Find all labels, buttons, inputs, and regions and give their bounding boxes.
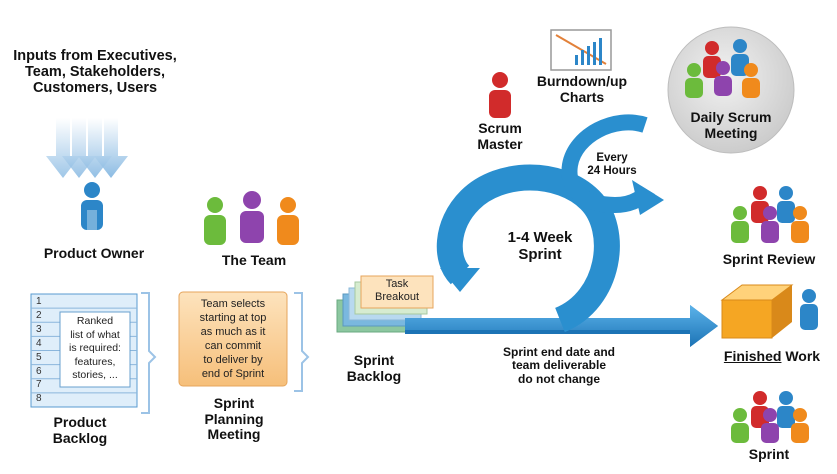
- sprint-loop-arrow: [405, 164, 718, 347]
- product-backlog-line: Backlog: [52, 429, 108, 446]
- product-backlog-label: Product Backlog: [40, 414, 120, 446]
- input-arrows: [46, 118, 128, 178]
- backlog-note-line: stories, ...: [72, 369, 118, 381]
- backlog-row-number: 6: [36, 365, 42, 377]
- product-owner-label: Product Owner: [43, 245, 145, 261]
- sprint-backlog-line: Sprint: [353, 352, 395, 368]
- backlog-row-number: 3: [36, 323, 42, 335]
- sprint-backlog-stack: [336, 275, 434, 333]
- sprint-end-line: team deliverable: [511, 358, 607, 373]
- scrum-master-person-icon: [489, 72, 511, 118]
- sprint-cycle-line: Sprint: [518, 245, 562, 263]
- inputs-line-2: Team, Stakeholders,: [25, 64, 165, 81]
- task-breakout-label: Task Breakout: [361, 278, 433, 304]
- daily-scrum-label: Daily Scrum Meeting: [676, 109, 786, 141]
- daily-scrum-line: Meeting: [704, 124, 758, 141]
- sprint-end-line: Sprint end date and: [502, 345, 615, 359]
- inputs-label: Inputs from Executives, Team, Stakeholde…: [0, 48, 190, 97]
- scrum-master-line: Master: [477, 135, 523, 152]
- inputs-line-1: Inputs from Executives,: [13, 48, 177, 64]
- backlog-row-number: 7: [36, 379, 42, 391]
- backlog-bracket: [141, 292, 157, 414]
- every-24-label: Every 24 Hours: [580, 152, 644, 178]
- work-word: Work: [781, 348, 821, 364]
- sprint-cycle-label: 1-4 Week Sprint: [490, 229, 590, 264]
- planning-note-line: as much as it: [200, 326, 266, 338]
- task-breakout-line: Breakout: [374, 291, 420, 303]
- finished-work-label: Finished Work: [712, 348, 832, 365]
- product-owner-person-icon: [81, 182, 103, 230]
- finished-work-person-icon: [800, 289, 818, 330]
- backlog-note-line: features,: [74, 355, 116, 368]
- burndown-label: Burndown/up Charts: [524, 73, 640, 105]
- burndown-line: Burndown/up: [536, 73, 628, 89]
- backlog-row-number: 1: [36, 296, 42, 307]
- backlog-row-number: 5: [36, 351, 42, 363]
- daily-scrum-line: Daily Scrum: [690, 109, 772, 125]
- every-24-line: Every: [596, 152, 628, 164]
- sprint-planning-line: Planning: [204, 410, 264, 427]
- inputs-line-3: Customers, Users: [32, 80, 158, 97]
- sprint-planning-note: [178, 291, 288, 387]
- planning-bracket: [294, 292, 310, 392]
- sprint-planning-label: Sprint Planning Meeting: [186, 395, 282, 443]
- daily-loop-arrow: [561, 114, 664, 215]
- burndown-chart-icon: [550, 29, 612, 71]
- planning-note-line: can commit: [204, 340, 262, 352]
- planning-note-line: starting at top: [199, 312, 267, 324]
- scrum-master-label: Scrum Master: [462, 120, 538, 152]
- backlog-note: Ranked list of what is required: feature…: [60, 315, 130, 383]
- burndown-line: Charts: [559, 88, 605, 105]
- backlog-row-number: 2: [36, 309, 42, 321]
- sprint-retro-people-icon: [731, 391, 809, 443]
- sprint-end-line: do not change: [518, 371, 600, 386]
- sprint-planning-line: Meeting: [207, 426, 261, 443]
- planning-note-line: end of Sprint: [201, 368, 265, 380]
- backlog-row-number: 4: [36, 337, 42, 349]
- sprint-backlog-label: Sprint Backlog: [342, 352, 406, 384]
- product-backlog-line: Product: [53, 414, 107, 430]
- sprint-end-note: Sprint end date and team deliverable do …: [484, 345, 634, 386]
- sprint-review-people-icon: [731, 186, 809, 243]
- team-label: The Team: [221, 252, 287, 268]
- product-backlog-list: [30, 293, 138, 408]
- scrum-master-line: Scrum: [478, 120, 522, 136]
- sprint-planning-line: Sprint: [213, 395, 255, 411]
- team-people-icon: [204, 191, 299, 245]
- backlog-note-line: list of what: [70, 328, 120, 341]
- finished-work-box-icon: [720, 284, 794, 339]
- backlog-note-line: Ranked: [76, 315, 114, 327]
- task-breakout-line: Task: [385, 278, 409, 290]
- sprint-review-label: Sprint Review: [722, 251, 816, 267]
- daily-scrum-people-icon: [685, 39, 760, 98]
- sprint-backlog-line: Backlog: [346, 367, 402, 384]
- sprint-retro-label: Sprint: [748, 446, 790, 462]
- planning-note-line: to deliver by: [203, 354, 263, 366]
- every-24-line: 24 Hours: [587, 164, 637, 177]
- backlog-row-number: 8: [36, 393, 42, 405]
- sprint-cycle-line: 1-4 Week: [507, 229, 573, 246]
- backlog-row-numbers: 1 2 3 4 5 6 7 8: [36, 295, 56, 406]
- planning-note: Team selects starting at top as much as …: [179, 297, 287, 381]
- planning-note-line: Team selects: [200, 298, 266, 310]
- backlog-note-line: is required:: [69, 342, 121, 354]
- finished-word: Finished: [723, 348, 782, 364]
